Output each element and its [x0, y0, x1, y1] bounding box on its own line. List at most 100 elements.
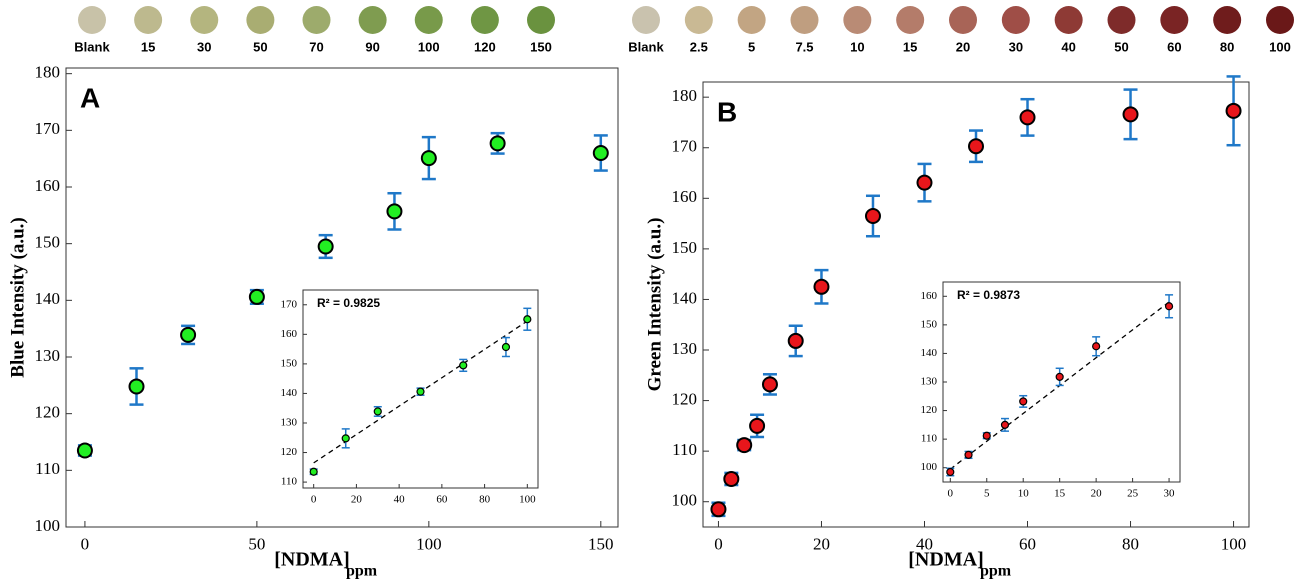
swatch-label: 120 [474, 39, 496, 54]
x-tick-label: 0 [714, 535, 723, 554]
color-swatch [78, 6, 106, 34]
point [968, 138, 984, 155]
point [761, 376, 778, 393]
point [341, 434, 350, 443]
swatch-label: 15 [141, 39, 155, 54]
y-axis-label: Blue Intensity (a.u.) [7, 217, 28, 377]
point [723, 470, 740, 487]
point [964, 450, 973, 459]
point [317, 238, 334, 255]
point [1019, 397, 1028, 406]
x-tick-label: 15 [1054, 488, 1066, 500]
swatch-label: 15 [903, 39, 917, 54]
x-axis-label: [NDMA] [908, 549, 984, 571]
point [946, 467, 955, 477]
point [1122, 106, 1139, 123]
y-axis-label: Green Intensity (a.u.) [644, 218, 665, 392]
point [813, 278, 830, 295]
point [501, 342, 511, 352]
swatch-label: 90 [365, 39, 379, 54]
point [489, 135, 506, 152]
color-swatch [246, 6, 275, 34]
x-tick-label: 60 [1019, 535, 1036, 554]
y-tick-label: 160 [281, 328, 298, 340]
x-tick-label: 25 [1127, 488, 1139, 500]
x-tick-label: 20 [813, 535, 830, 554]
swatch-label: 80 [1220, 39, 1234, 54]
point [787, 332, 804, 349]
y-tick-label: 140 [35, 289, 61, 308]
x-tick-label: 80 [479, 494, 491, 506]
x-tick-label: 100 [416, 535, 442, 554]
x-tick-label: 30 [1164, 488, 1176, 500]
panel-label: B [717, 96, 737, 127]
color-swatch [737, 6, 766, 34]
color-swatch [190, 6, 219, 34]
x-axis-label: [NDMA] [274, 549, 350, 571]
swatch-label: 7.5 [795, 39, 813, 54]
y-tick-label: 170 [672, 137, 698, 156]
y-tick-label: 170 [281, 298, 298, 310]
color-swatch [470, 6, 499, 34]
color-swatch [358, 6, 387, 34]
point [309, 467, 318, 476]
y-tick-label: 150 [281, 357, 298, 369]
point [459, 361, 468, 370]
swatch-label: 40 [1061, 39, 1075, 54]
swatch-label: 50 [1114, 39, 1128, 54]
point [736, 437, 753, 454]
point [864, 208, 881, 225]
y-tick-label: 160 [672, 187, 698, 206]
y-tick-label: 130 [35, 346, 61, 365]
swatch-label: 60 [1167, 39, 1181, 54]
y-tick-label: 130 [921, 376, 938, 388]
point [386, 203, 403, 220]
swatch-label: 50 [253, 39, 267, 54]
y-tick-label: 150 [672, 238, 698, 257]
y-tick-label: 140 [921, 347, 938, 359]
color-swatch [790, 6, 819, 34]
x-tick-label: 50 [248, 535, 265, 554]
x-tick-label: 0 [948, 488, 954, 500]
point [1092, 342, 1101, 351]
swatch-label: 100 [418, 39, 440, 54]
color-swatch [414, 6, 443, 34]
color-swatch [527, 6, 555, 34]
y-tick-label: 130 [281, 417, 298, 429]
color-swatch [684, 6, 713, 34]
point [1225, 102, 1242, 119]
color-swatch [1107, 6, 1136, 34]
point [749, 417, 766, 434]
y-tick-label: 110 [672, 440, 697, 459]
color-swatch [896, 6, 925, 34]
color-swatch [1160, 6, 1189, 34]
point [1055, 372, 1064, 381]
color-swatch [1213, 6, 1242, 34]
swatch-label: 5 [748, 39, 755, 54]
color-swatch [1054, 6, 1083, 34]
y-tick-label: 120 [35, 403, 61, 422]
y-tick-label: 150 [35, 233, 61, 252]
y-tick-label: 130 [672, 339, 698, 358]
swatch-label: 10 [850, 39, 864, 54]
y-tick-label: 140 [281, 387, 298, 399]
x-tick-label: 60 [436, 494, 448, 506]
point [180, 326, 197, 343]
color-swatch [949, 6, 977, 34]
x-tick-label: 5 [984, 488, 990, 500]
y-tick-label: 160 [921, 290, 938, 302]
color-swatch [843, 6, 872, 34]
swatch-label: 70 [309, 39, 323, 54]
y-tick-label: 110 [921, 433, 938, 445]
swatch-label: 30 [1009, 39, 1023, 54]
point [248, 288, 265, 305]
point [1000, 420, 1010, 429]
x-tick-label: 150 [588, 535, 614, 554]
color-swatch [632, 6, 660, 34]
color-swatch [1266, 6, 1294, 34]
y-tick-label: 120 [672, 389, 698, 408]
point [416, 387, 425, 396]
y-tick-label: 120 [921, 404, 938, 416]
x-tick-label: 40 [916, 535, 933, 554]
plot-frame [942, 281, 1181, 483]
